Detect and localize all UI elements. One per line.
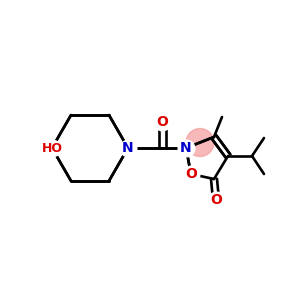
Text: O: O (185, 167, 197, 181)
Text: HO: HO (41, 142, 62, 154)
Text: N: N (180, 141, 192, 155)
Ellipse shape (186, 128, 214, 157)
Text: N: N (122, 141, 134, 155)
Text: O: O (210, 193, 222, 207)
Text: O: O (156, 115, 168, 129)
